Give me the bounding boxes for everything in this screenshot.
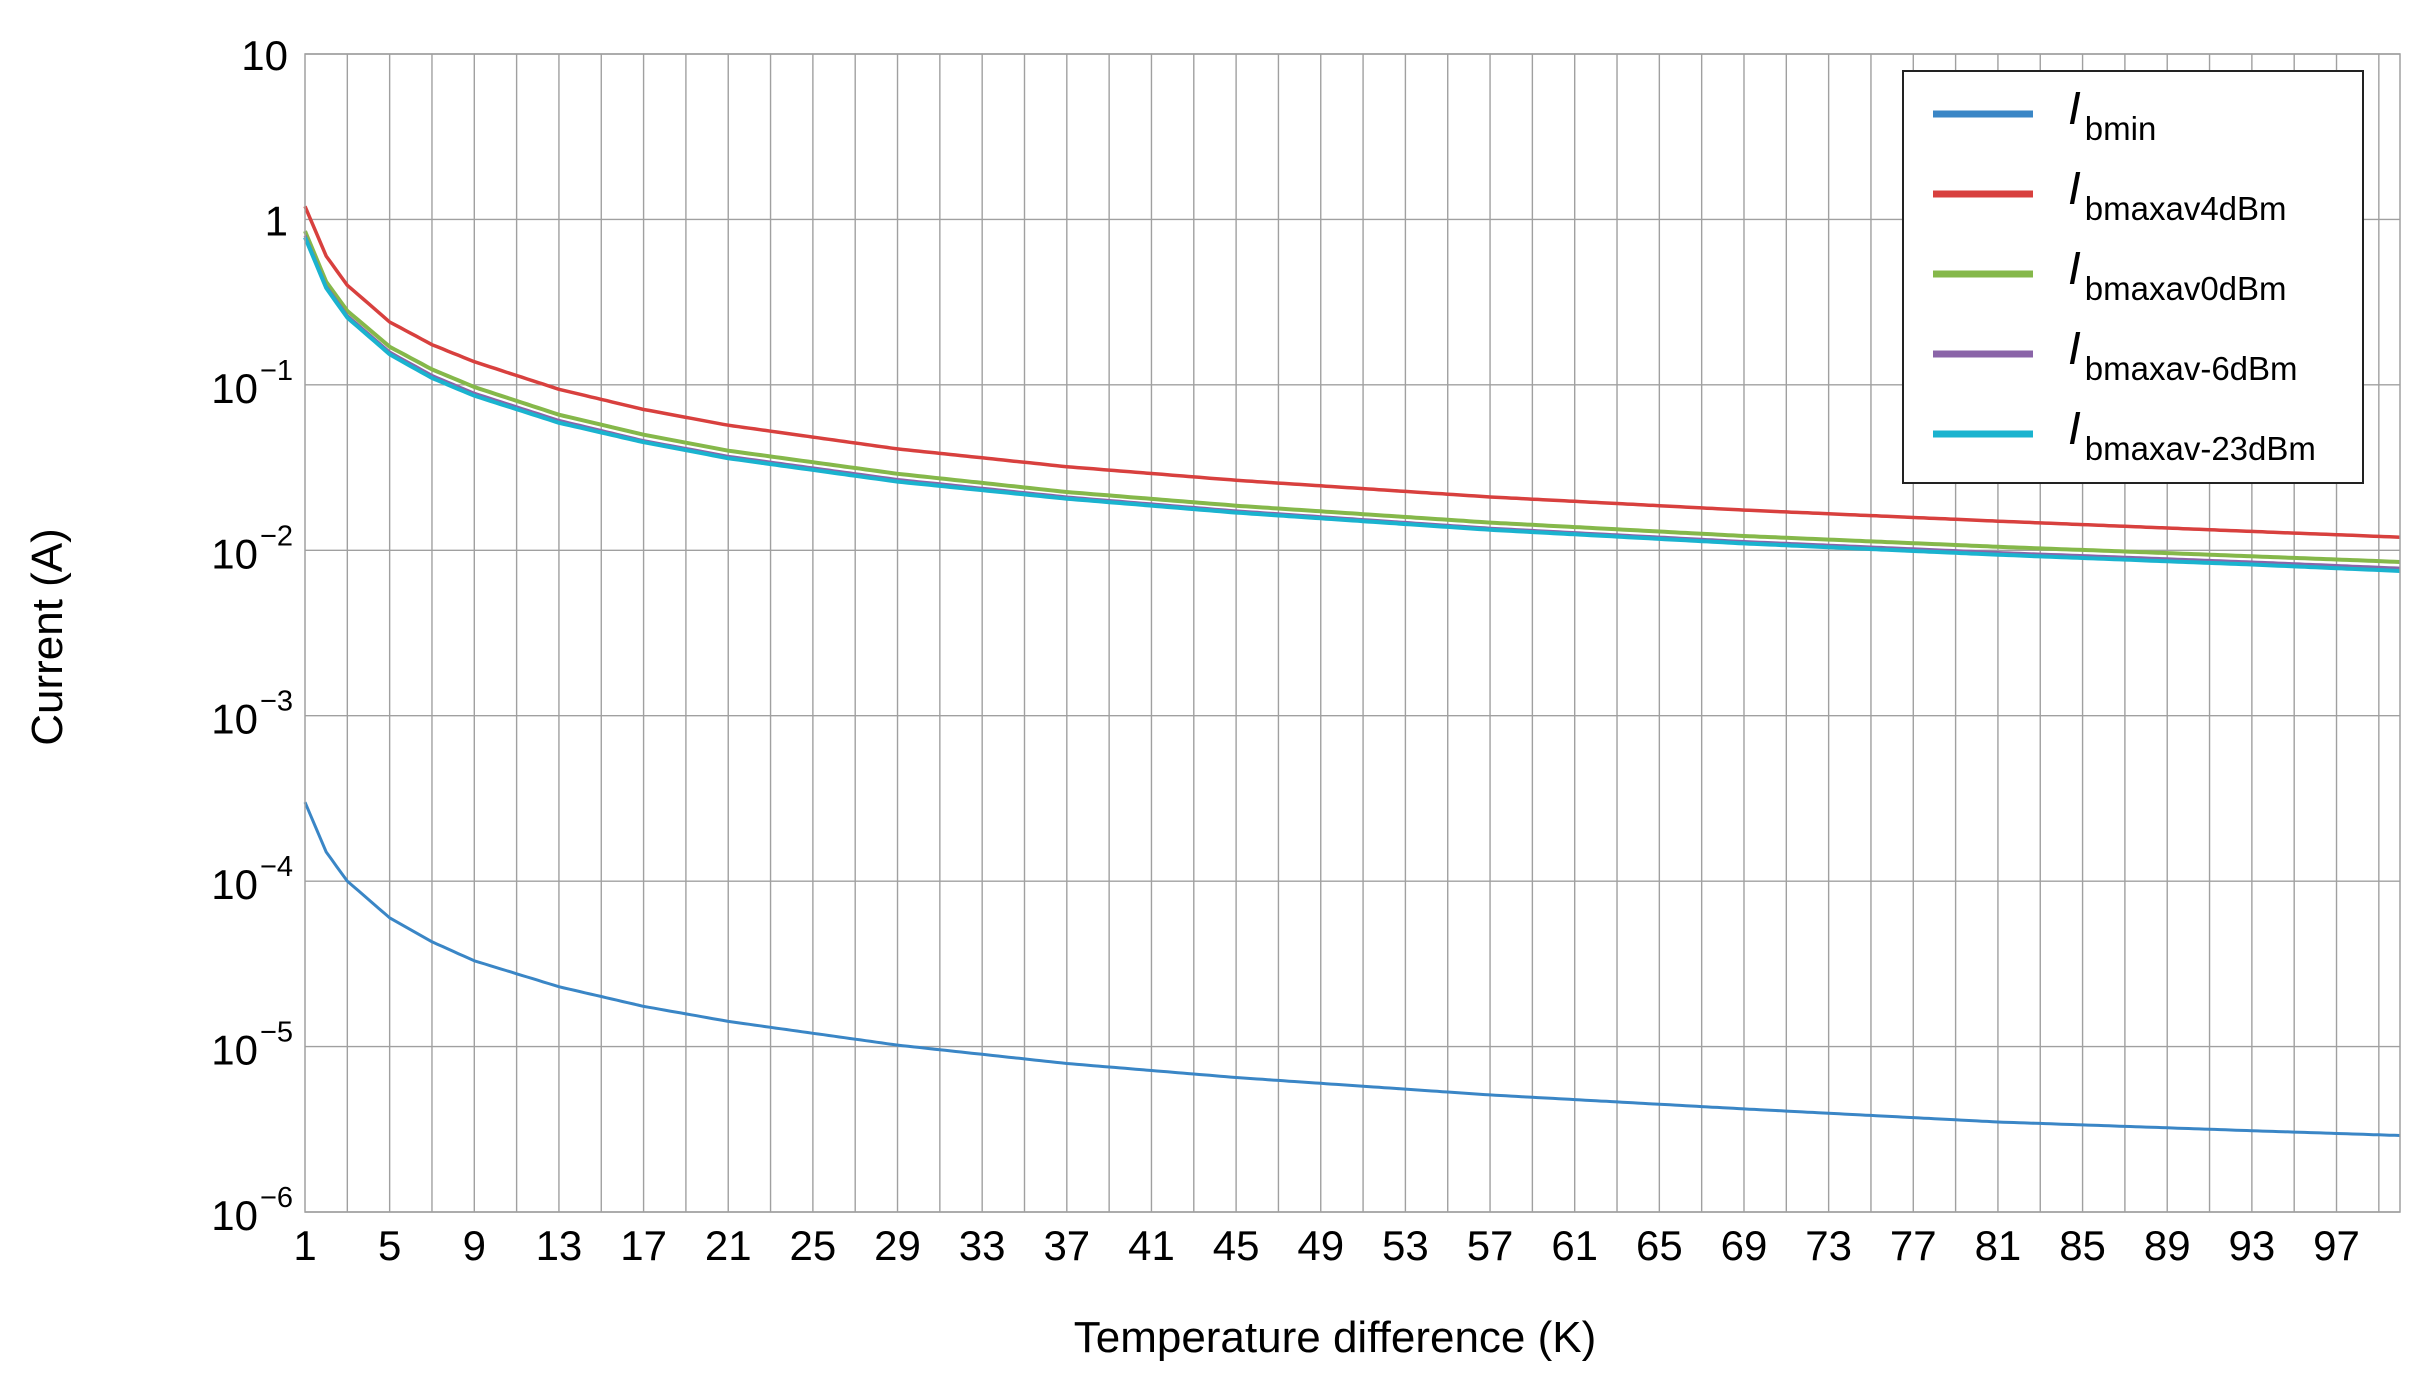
y-tick-base: 10 [211,696,258,743]
y-tick-base: 1 [265,197,288,244]
x-tick-label: 41 [1128,1222,1175,1269]
y-tick-base: 10 [211,530,258,577]
series-line-2 [303,205,2401,539]
y-tick-label: 10 −5 [211,1017,293,1074]
x-axis-title: Temperature difference (K) [1074,1313,1597,1362]
x-tick-label: 29 [874,1222,921,1269]
x-tick-label: 77 [1890,1222,1937,1269]
series-line-5 [303,236,2401,573]
x-tick-label: 17 [620,1222,667,1269]
x-tick-label: 73 [1805,1222,1852,1269]
y-tick-exponent: −4 [260,851,293,883]
x-axis-ticks: 1 5 9 13 17 21 25 29 33 37 41 45 49 53 57 61 65 69 73 77 81 8… [293,1222,2360,1269]
y-tick-label: 10 −1 [211,355,293,412]
y-tick-label: 10 −3 [211,686,293,743]
x-tick-label: 85 [2059,1222,2106,1269]
y-tick-base: 10 [211,1192,258,1239]
y-tick-base: 10 [241,32,288,79]
series-line-1 [303,801,2401,1137]
x-tick-label: 9 [463,1222,486,1269]
series-lines [303,205,2401,1137]
x-tick-label: 69 [1721,1222,1768,1269]
x-tick-label: 25 [790,1222,837,1269]
y-axis-title: Current (A) [23,528,72,746]
y-tick-base: 10 [211,1027,258,1074]
x-tick-label: 81 [1975,1222,2022,1269]
x-tick-label: 49 [1297,1222,1344,1269]
y-tick-exponent: −1 [260,355,293,387]
x-tick-label: 1 [293,1222,316,1269]
x-tick-label: 45 [1213,1222,1260,1269]
y-tick-exponent: −5 [260,1017,293,1049]
y-tick-label: 10 [241,32,288,79]
y-tick-exponent: −2 [260,520,293,552]
x-tick-label: 97 [2313,1222,2360,1269]
y-tick-exponent: −6 [260,1182,293,1214]
x-tick-label: 33 [959,1222,1006,1269]
y-tick-exponent: −3 [260,686,293,718]
y-tick-base: 10 [211,365,258,412]
series-line-3 [303,230,2401,564]
y-tick-label: 10 −6 [211,1182,293,1239]
x-tick-label: 21 [705,1222,752,1269]
x-tick-label: 89 [2144,1222,2191,1269]
x-tick-label: 93 [2229,1222,2276,1269]
grid [305,53,2400,1213]
x-tick-label: 61 [1551,1222,1598,1269]
y-tick-label: 1 [265,197,288,244]
x-tick-label: 13 [536,1222,583,1269]
y-tick-label: 10 −4 [211,851,293,908]
x-tick-label: 53 [1382,1222,1429,1269]
x-tick-label: 5 [378,1222,401,1269]
y-tick-base: 10 [211,861,258,908]
x-tick-label: 65 [1636,1222,1683,1269]
y-tick-label: 10 −2 [211,520,293,577]
plot-frame [304,53,2401,1213]
x-tick-label: 57 [1467,1222,1514,1269]
x-tick-label: 37 [1043,1222,1090,1269]
